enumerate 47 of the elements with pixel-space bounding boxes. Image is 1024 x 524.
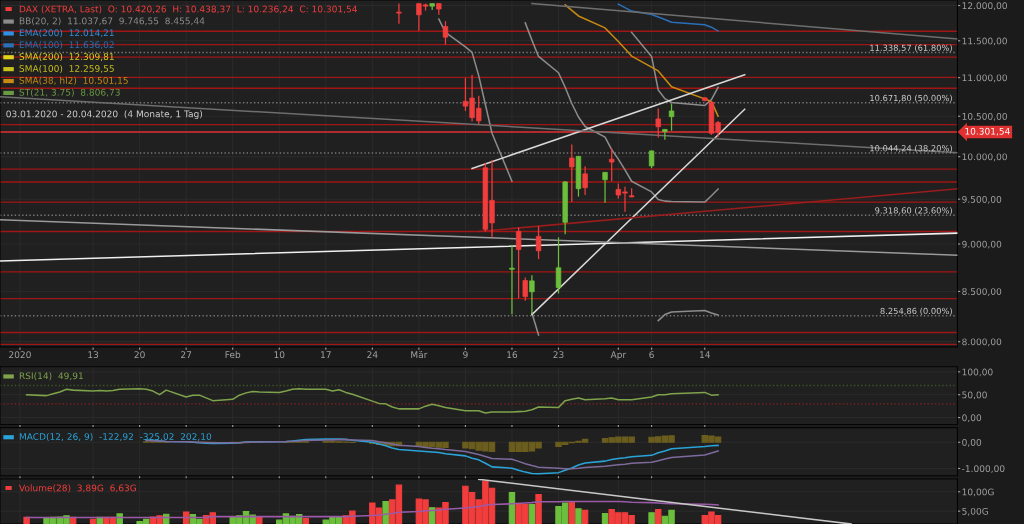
x-tick-label: 10	[274, 351, 285, 359]
y-tick-label: 8.000,00	[962, 338, 1002, 347]
y-tick-label: -1.000,00	[962, 465, 1005, 473]
x-tick-label: 2020	[9, 351, 31, 359]
annotation: 03.01.2020 - 20.04.2020 (4 Monate, 1 Tag)	[6, 110, 203, 120]
y-tick-label: 12.000,00	[962, 2, 1007, 10]
y-tick-label: 11.500,00	[962, 37, 1007, 46]
ref-line-label: 10.671,80 (50.00%)	[870, 94, 952, 103]
legend-label: Volume(28) 3,89G 6,63G	[19, 484, 136, 493]
x-tick-label: 24	[367, 351, 378, 358]
ref-line-label: 11.338,57 (61.80%)	[870, 44, 952, 52]
y-tick-label: 10.000,00	[962, 153, 1007, 162]
x-tick-label: Feb	[225, 351, 241, 359]
legend-label: DAX (XETRA, Last) O: 10.420,26 H: 10.438,37 L: 10.236,24 C: 10.301,54	[19, 5, 358, 14]
y-tick-label: 5,00G	[962, 507, 988, 516]
y-tick-label: 10,00G	[962, 488, 994, 497]
y-tick-label: 0,00	[962, 414, 982, 423]
x-tick-label: 27	[181, 351, 192, 358]
y-tick-label: 10.500,00	[962, 112, 1007, 121]
legend-label: BB(20, 2) 11.037,67 9.746,55 8.455,44	[19, 17, 205, 26]
x-tick-label: 17	[321, 351, 331, 358]
y-tick-label: 50,00	[962, 391, 987, 400]
y-tick-label: 100,00	[962, 368, 993, 377]
x-tick-label: 20	[134, 351, 145, 359]
x-tick-label: 23	[553, 351, 564, 359]
legend-label: RSI(14) 49,91	[19, 372, 83, 381]
legend-label: SMA(100) 12.259,55	[19, 64, 114, 73]
x-tick-label: 16	[507, 351, 518, 359]
y-tick-label: 9.500,00	[962, 195, 1002, 204]
legend-label: ST(21, 3.75) 8.806,73	[19, 88, 120, 97]
x-tick-label: 13	[88, 351, 99, 359]
x-tick-label: Apr	[610, 351, 627, 360]
x-tick-label: 9	[463, 351, 468, 359]
x-tick-label: 6	[649, 351, 654, 359]
ref-line-label: 10.044,24 (38.20%)	[870, 144, 952, 153]
legend-label: MACD(12, 26, 9) -122,92 -325,02 202,10	[19, 433, 212, 442]
ref-line-label: 10.301,54	[965, 127, 1010, 136]
x-tick-label: 14	[700, 351, 711, 358]
legend-label: SMA(200) 12.309,81	[19, 53, 114, 62]
x-tick-label: Mär	[411, 351, 428, 359]
legend-label: SMA(38, hl2) 10.501,15	[19, 76, 128, 85]
y-tick-label: 9.000,00	[962, 240, 1002, 249]
ref-line-label: 9.318,60 (23.60%)	[875, 207, 952, 215]
ref-line-label: 8.254,86 (0.00%)	[880, 307, 952, 316]
y-tick-label: 11.000,00	[962, 74, 1007, 83]
y-tick-label: 0,00	[962, 438, 982, 447]
y-tick-label: 8.500,00	[962, 288, 1002, 296]
